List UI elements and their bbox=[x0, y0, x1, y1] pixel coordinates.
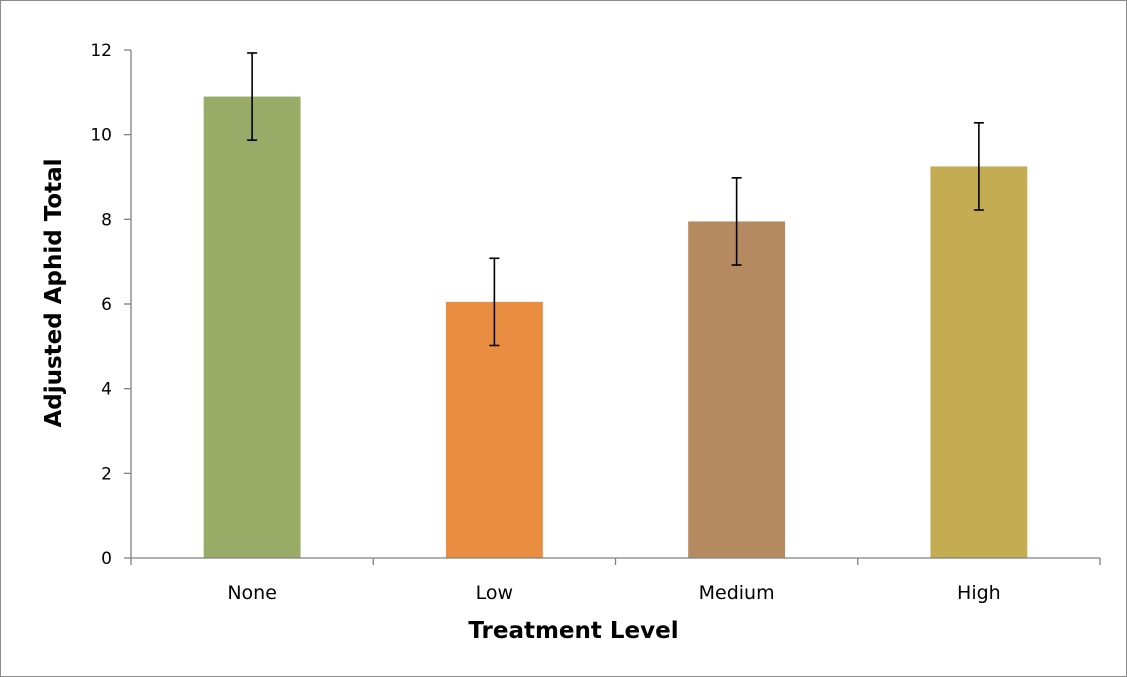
y-tick-label: 12 bbox=[90, 41, 112, 61]
y-ticks: 0 2 4 6 8 10 12 bbox=[90, 41, 131, 569]
x-category-label: None bbox=[227, 582, 277, 604]
bar-medium bbox=[688, 221, 786, 558]
x-ticks: None Low Medium High bbox=[130, 558, 1101, 604]
y-tick-label: 6 bbox=[101, 295, 112, 315]
x-axis-title: Treatment Level bbox=[468, 618, 678, 644]
error-bar-low bbox=[489, 257, 500, 347]
bar-none bbox=[203, 96, 301, 559]
y-tick-label: 8 bbox=[101, 210, 112, 230]
y-tick-label: 0 bbox=[101, 549, 112, 569]
bar-high bbox=[930, 166, 1028, 558]
x-category-label: Low bbox=[476, 582, 513, 604]
x-category-label: High bbox=[957, 582, 1001, 604]
error-bars-layer bbox=[247, 52, 984, 347]
y-tick-label: 10 bbox=[90, 126, 112, 146]
error-bar-high bbox=[973, 122, 984, 211]
bars-layer bbox=[203, 96, 1028, 559]
error-bar-medium bbox=[731, 177, 742, 266]
y-tick-label: 4 bbox=[101, 380, 112, 400]
y-tick-label: 2 bbox=[101, 464, 112, 484]
x-category-label: Medium bbox=[699, 582, 775, 604]
error-bar-none bbox=[247, 52, 258, 141]
y-axis-title: Adjusted Aphid Total bbox=[41, 158, 67, 427]
